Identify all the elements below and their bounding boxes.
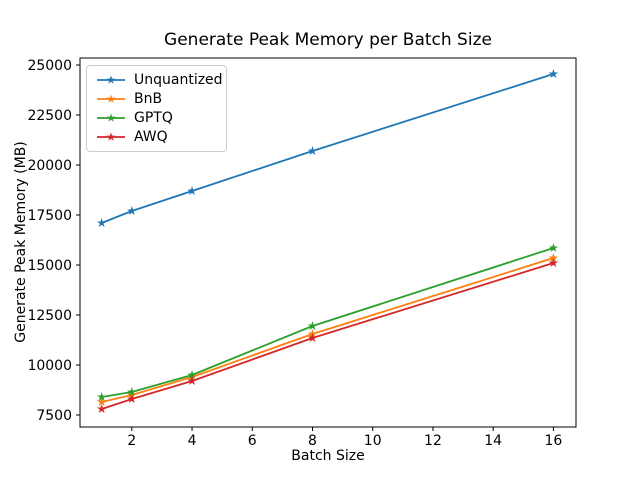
y-tick-label: 25000 (27, 58, 72, 74)
marker-unquantized (548, 69, 559, 79)
legend-label: AWQ (134, 128, 168, 145)
x-tick-label: 6 (248, 433, 257, 449)
y-tick-label: 20000 (27, 158, 72, 174)
legend-label: Unquantized (134, 72, 223, 89)
marker-awq (307, 333, 318, 343)
x-tick-label: 16 (544, 433, 562, 449)
legend-line-sample (97, 94, 125, 103)
marker-awq (187, 376, 197, 386)
chart-title: Generate Peak Memory per Batch Size (164, 30, 492, 50)
marker-bnb (548, 253, 559, 263)
y-tick-label: 12500 (27, 308, 72, 324)
y-tick-label: 22500 (27, 108, 72, 124)
legend-item-bnb: BnB (96, 92, 220, 106)
y-tick-label: 7500 (36, 408, 72, 424)
marker-gptq (96, 392, 107, 402)
y-tick-label: 10000 (27, 358, 72, 374)
legend-line-sample (97, 75, 125, 85)
x-tick-label: 12 (424, 433, 442, 449)
axes-frame (79, 57, 577, 428)
y-tick-label: 15000 (27, 258, 72, 274)
marker-unquantized (96, 218, 107, 228)
x-tick-label: 8 (308, 433, 317, 449)
legend-item-unquantized: Unquantized (96, 72, 223, 89)
series-line-bnb (101, 257, 554, 403)
y-tick-label: 17500 (27, 208, 72, 224)
legend-item-gptq: GPTQ (96, 111, 220, 125)
marker-awq (548, 258, 559, 268)
marker-bnb (96, 397, 107, 407)
marker-gptq (127, 387, 137, 397)
x-tick-label: 2 (127, 433, 136, 449)
x-tick-label: 14 (484, 433, 502, 449)
legend-line-sample (97, 113, 125, 122)
marker-gptq (548, 243, 559, 253)
series-line-awq (101, 262, 554, 410)
legend-item-awq: AWQ (96, 130, 220, 144)
y-axis-label: Generate Peak Memory (MB) (13, 141, 29, 343)
legend-label: BnB (134, 91, 163, 108)
legend-line-sample (97, 132, 125, 141)
marker-unquantized (187, 186, 197, 196)
star-icon (106, 113, 116, 122)
series-line-gptq (101, 247, 554, 398)
x-axis-label: Batch Size (291, 448, 365, 464)
marker-awq (127, 394, 137, 404)
x-tick-label: 4 (188, 433, 197, 449)
marker-unquantized (307, 146, 318, 156)
star-icon (106, 75, 116, 85)
x-tick-label: 10 (364, 433, 382, 449)
marker-awq (96, 404, 107, 414)
legend: Unquantized BnB GPTQ AWQ (86, 65, 227, 152)
marker-gptq (187, 370, 197, 380)
marker-gptq (307, 321, 318, 331)
legend-label: GPTQ (134, 109, 173, 126)
marker-unquantized (127, 206, 137, 216)
star-icon (106, 94, 116, 103)
star-icon (106, 132, 116, 141)
